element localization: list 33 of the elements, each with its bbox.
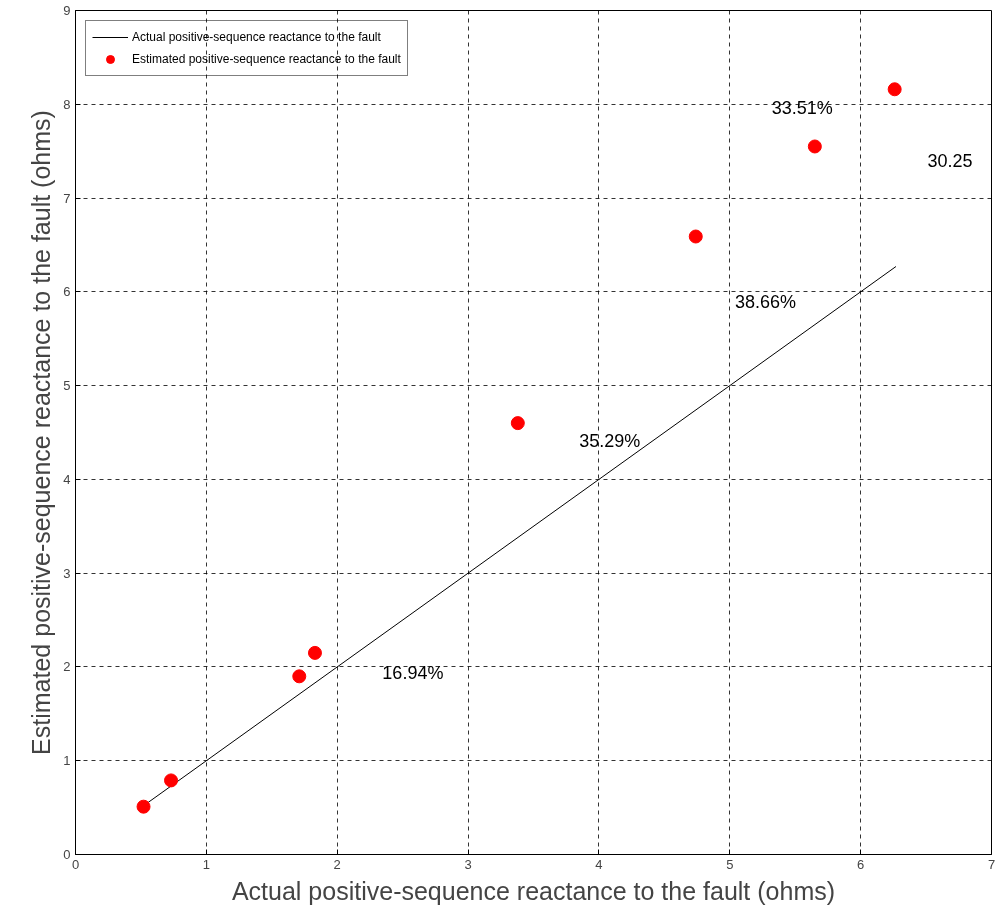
y-tick-label: 8 [63,96,71,112]
y-tick-label: 4 [63,471,71,487]
y-tick-label: 6 [63,284,71,300]
y-tick-label: 1 [63,753,71,769]
x-tick-label: 2 [333,856,341,872]
x-tick-label: 1 [202,856,210,872]
annotation: 33.51% [771,97,833,118]
point [807,139,822,154]
annotation: 16.94% [382,663,444,684]
annotation: 30.25 [927,151,973,172]
point [136,799,151,814]
point [164,773,179,788]
annotation: 35.29% [579,430,641,451]
point [307,645,322,660]
annotation: 38.66% [735,291,797,312]
legend-label: Estimated positive-sequence reactance to the fault [132,52,401,66]
x-tick-label: 6 [857,856,865,872]
point [292,669,307,684]
x-tick-label: 5 [726,856,734,872]
y-axis-title: Estimated positive-sequence reactance to the fault (ohms) [27,110,56,755]
point [688,229,703,244]
legend-label: Actual positive-sequence reactance to the fault [132,30,381,44]
x-axis-title: Actual positive-sequence reactance to the fault (ohms) [231,876,836,905]
y-tick-label: 7 [63,190,71,206]
x-tick-label: 4 [595,856,603,872]
point [887,82,902,97]
y-tick-label: 3 [63,565,71,581]
y-tick-label: 9 [63,3,71,18]
y-tick-label: 5 [63,378,71,394]
x-tick-label: 7 [987,856,996,872]
point [510,416,525,431]
y-tick-label: 2 [63,659,71,675]
x-tick-label: 3 [464,856,472,872]
